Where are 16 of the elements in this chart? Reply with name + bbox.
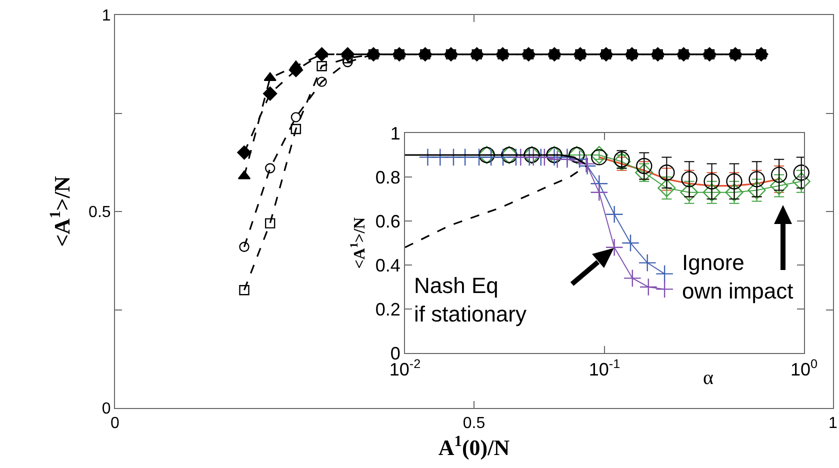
y-tick-label: 1 xyxy=(390,123,400,144)
x-axis-title: A$^{1}$(0)/N xyxy=(438,432,510,460)
y-tick-label: 1 xyxy=(102,8,111,25)
x-tick-label: 10$^{-1}$ xyxy=(588,357,620,380)
y-tick-label: 0.8 xyxy=(375,167,400,188)
annotation: Ignore own impact xyxy=(682,250,794,304)
x-tick-label: 10$^{0}$ xyxy=(790,357,818,380)
y-tick-label: 0 xyxy=(102,400,111,418)
x-tick-label: 0.5 xyxy=(462,415,486,432)
x-axis-title: α xyxy=(703,367,714,389)
y-tick-label: 0.2 xyxy=(375,299,400,320)
y-tick-label: 0.6 xyxy=(375,211,400,232)
y-tick-label: 0.4 xyxy=(375,255,400,276)
annotation: Nash Eq if stationary xyxy=(414,273,526,327)
x-tick-label: 1 xyxy=(828,415,838,432)
y-tick-label: 0.5 xyxy=(88,204,111,222)
